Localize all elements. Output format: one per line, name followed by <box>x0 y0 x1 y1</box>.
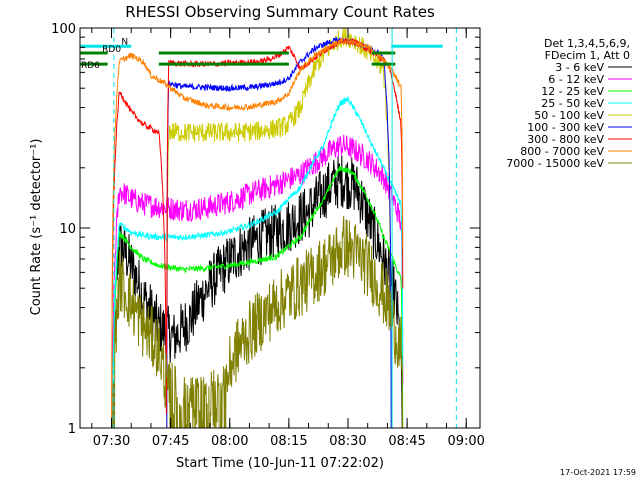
legend-entry-label: 7000 - 15000 keV <box>506 157 604 170</box>
x-tick-label: 08:30 <box>329 434 366 449</box>
series-line <box>111 134 404 428</box>
x-tick-label: 09:00 <box>447 434 484 449</box>
footer-date: 17-Oct-2021 17:59 <box>560 468 636 477</box>
x-tick-label: 07:45 <box>152 434 189 449</box>
annotation-label: RD0 <box>102 45 121 55</box>
x-tick-label: 08:15 <box>270 434 307 449</box>
legend-entry-label: 800 - 7000 keV <box>520 145 604 158</box>
legend-entry-label: 50 - 100 keV <box>534 109 604 122</box>
legend-entry-label: 6 - 12 keV <box>548 73 604 86</box>
y-tick-label: 1 <box>68 422 76 437</box>
x-tick-label: 07:30 <box>93 434 130 449</box>
legend-entry-label: 3 - 6 keV <box>555 61 604 74</box>
annotation-label: RD6 <box>81 61 100 71</box>
legend-entry-label: 12 - 25 keV <box>541 85 604 98</box>
legend-entry-label: 100 - 300 keV <box>527 121 604 134</box>
legend-header-line: FDecim 1, Att 0 <box>545 49 630 62</box>
series-line <box>111 37 404 428</box>
chart-title: RHESSI Observing Summary Count Rates <box>125 3 435 21</box>
series-line <box>111 96 404 428</box>
legend-entry-label: 300 - 800 keV <box>527 133 604 146</box>
y-tick-label: 100 <box>51 22 76 37</box>
x-tick-label: 08:00 <box>211 434 248 449</box>
x-tick-label: 08:45 <box>388 434 425 449</box>
annotation-label: N <box>121 37 128 47</box>
y-axis-label: Count Rate (s⁻¹ detector⁻¹) <box>29 139 44 316</box>
y-tick-label: 10 <box>59 222 76 237</box>
series-line <box>112 155 403 428</box>
legend-header-line: Det 1,3,4,5,6,9, <box>544 37 630 50</box>
series-line <box>111 165 404 428</box>
x-axis-label: Start Time (10-Jun-11 07:22:02) <box>176 456 384 471</box>
series-line <box>112 216 404 428</box>
legend-entry-label: 25 - 50 keV <box>541 97 604 110</box>
plot-area <box>80 28 457 428</box>
